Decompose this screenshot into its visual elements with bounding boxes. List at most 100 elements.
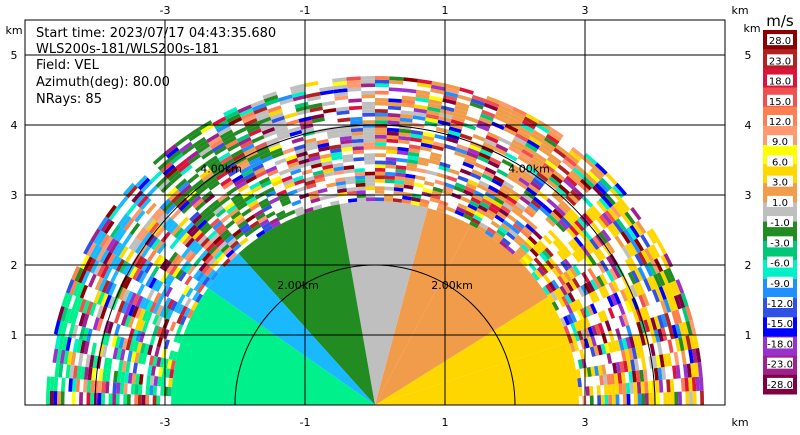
velocity-gate	[354, 168, 364, 172]
velocity-gate	[193, 257, 202, 267]
velocity-gate	[364, 153, 375, 157]
velocity-gate	[426, 170, 437, 176]
velocity-gate	[375, 109, 388, 113]
velocity-gate	[446, 206, 456, 213]
velocity-gate	[233, 127, 247, 136]
velocity-gate	[322, 101, 336, 107]
x-tick-label-top: 1	[442, 4, 449, 17]
velocity-gate	[123, 383, 127, 394]
velocity-gate	[375, 80, 389, 84]
velocity-gate	[109, 393, 113, 405]
velocity-gate	[434, 180, 445, 186]
range-ring-label: 2.00km	[431, 279, 473, 292]
y-tick-label-right: 5	[745, 49, 752, 62]
velocity-gate	[90, 393, 94, 405]
colorbar-label: 15.0	[769, 97, 791, 108]
velocity-gate	[116, 382, 120, 393]
velocity-gate	[604, 385, 608, 395]
velocity-gate	[365, 179, 375, 183]
velocity-gate	[356, 190, 366, 194]
velocity-gate	[352, 142, 364, 146]
velocity-gate	[361, 83, 375, 87]
velocity-gate	[656, 393, 660, 405]
velocity-gate	[384, 198, 393, 202]
velocity-gate	[365, 186, 375, 190]
velocity-gate	[375, 175, 385, 179]
axis-unit-label: km	[731, 416, 748, 429]
velocity-gate	[363, 139, 375, 143]
velocity-gate	[269, 197, 280, 205]
velocity-gate	[134, 384, 138, 395]
velocity-gate	[365, 183, 375, 187]
colorbar-unit: m/s	[766, 12, 794, 30]
velocity-gate	[245, 214, 255, 222]
velocity-gate	[304, 81, 319, 87]
y-tick-label-left: 5	[11, 49, 18, 62]
velocity-gate	[622, 383, 626, 394]
colorbar-label: -15.0	[767, 319, 793, 330]
velocity-gate	[79, 392, 83, 405]
velocity-gate	[528, 262, 537, 271]
velocity-gate	[362, 109, 375, 113]
velocity-gate	[150, 335, 156, 346]
velocity-gate	[386, 146, 397, 150]
velocity-gate	[149, 385, 153, 395]
y-tick-label-left: 1	[11, 329, 18, 342]
velocity-gate	[326, 182, 336, 188]
velocity-gate	[457, 94, 471, 101]
velocity-gate	[50, 391, 54, 405]
velocity-gate	[226, 186, 237, 195]
velocity-gate	[114, 311, 121, 323]
velocity-gate	[546, 198, 557, 208]
velocity-gate	[286, 210, 296, 217]
y-tick-label-right: 4	[745, 119, 752, 132]
velocity-gate	[362, 102, 375, 106]
velocity-gate	[460, 196, 470, 203]
velocity-gate	[138, 395, 142, 405]
velocity-gate	[375, 142, 386, 146]
axis-unit-label: km	[743, 22, 760, 35]
velocity-gate	[61, 378, 66, 392]
velocity-gate	[225, 220, 235, 229]
velocity-gate	[375, 172, 385, 176]
velocity-gate	[375, 168, 385, 172]
velocity-gate	[681, 350, 687, 364]
colorbar-label: -9.0	[770, 279, 790, 290]
velocity-gate	[474, 162, 486, 170]
velocity-gate	[255, 191, 266, 199]
velocity-gate	[239, 237, 248, 246]
velocity-gate	[590, 395, 594, 405]
velocity-gate	[449, 168, 460, 175]
velocity-gate	[582, 196, 594, 208]
velocity-gate	[472, 134, 485, 142]
velocity-gate	[685, 391, 689, 405]
velocity-gate	[365, 172, 375, 176]
velocity-gate	[161, 348, 167, 358]
velocity-gate	[674, 392, 678, 405]
velocity-gate	[623, 394, 627, 405]
velocity-gate	[491, 121, 505, 130]
velocity-gate	[375, 179, 385, 183]
velocity-gate	[361, 91, 375, 95]
velocity-gate	[112, 394, 116, 405]
velocity-gate	[597, 395, 601, 405]
x-tick-label-bottom: -1	[300, 416, 311, 429]
velocity-gate	[101, 393, 105, 405]
velocity-gate	[356, 183, 366, 187]
velocity-gate	[436, 172, 447, 178]
velocity-gate	[533, 230, 543, 240]
velocity-gate	[641, 357, 646, 369]
velocity-gate	[352, 146, 363, 150]
velocity-gate	[581, 272, 590, 283]
velocity-gate	[629, 382, 633, 393]
velocity-gate	[657, 342, 663, 355]
velocity-gate	[386, 157, 397, 161]
velocity-gate	[608, 395, 612, 405]
velocity-gate	[663, 392, 667, 405]
velocity-gate	[375, 164, 386, 168]
velocity-gate	[626, 383, 630, 394]
velocity-gate	[117, 196, 129, 209]
velocity-gate	[375, 91, 389, 95]
field-label: Field: VEL	[36, 58, 99, 74]
